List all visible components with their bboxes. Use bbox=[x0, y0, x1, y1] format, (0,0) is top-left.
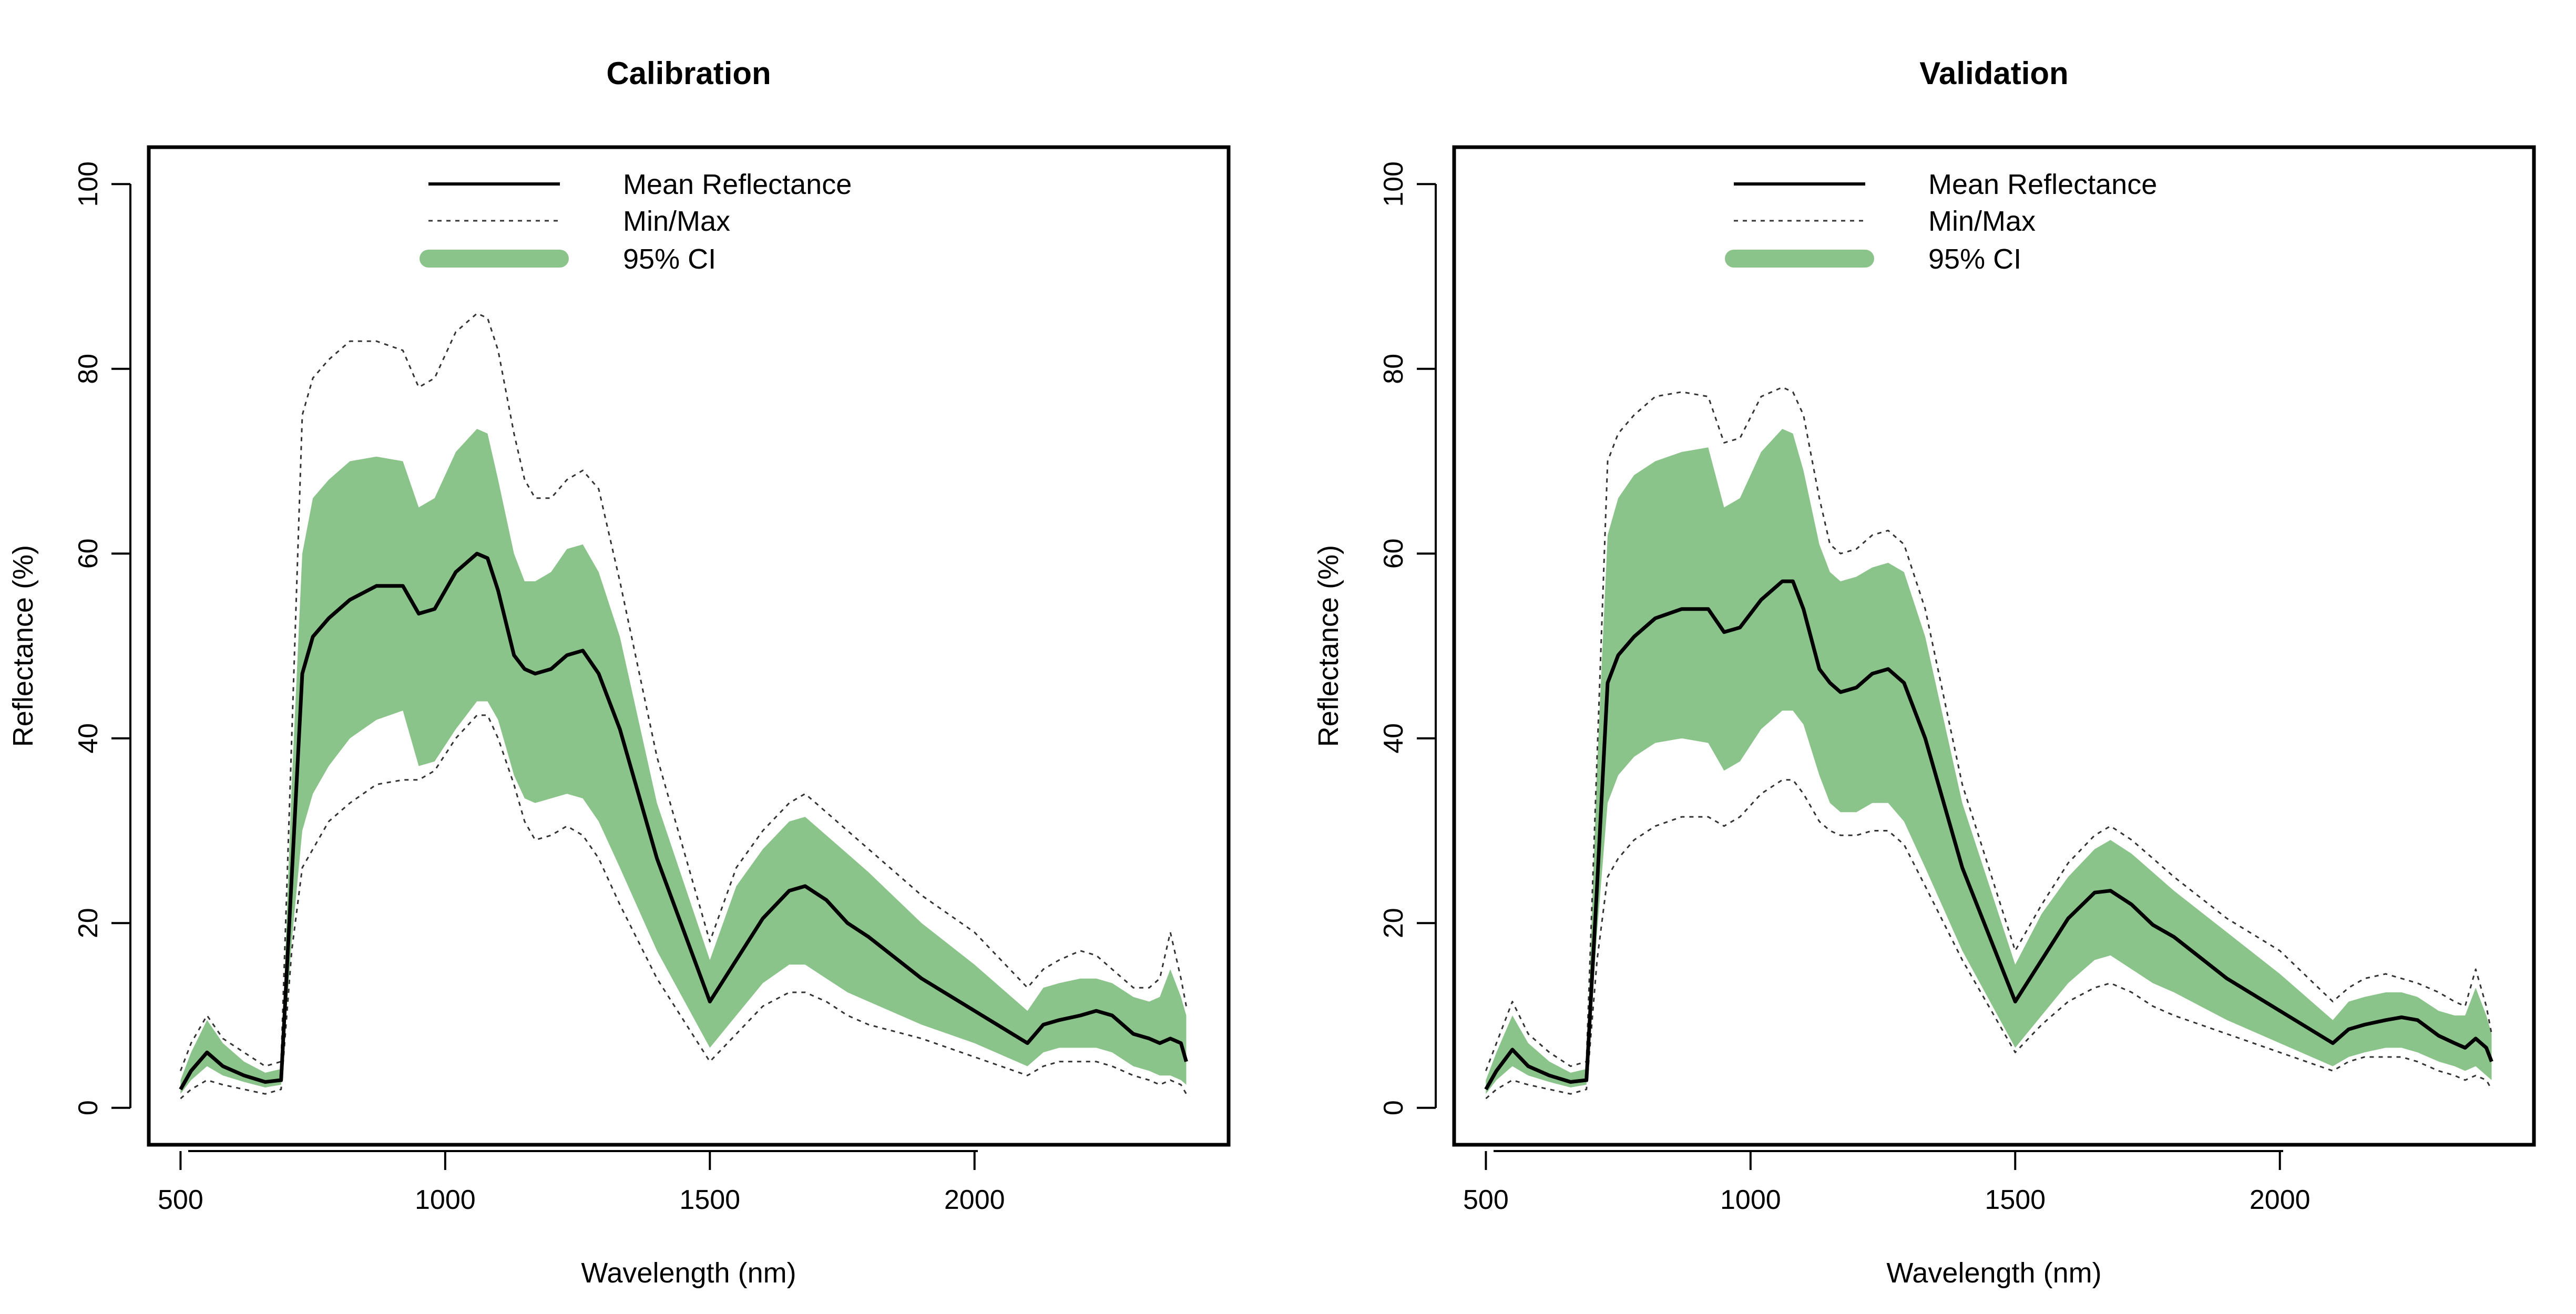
legend-label-mean: Mean Reflectance bbox=[1928, 169, 2157, 200]
y-ticks: 0 20 40 60 80 100 bbox=[1378, 161, 1436, 1115]
y-tick-label: 100 bbox=[1378, 161, 1409, 207]
legend: Mean Reflectance Min/Max 95% CI bbox=[420, 169, 852, 275]
y-tick-label: 40 bbox=[73, 723, 104, 754]
x-tick-label: 500 bbox=[158, 1185, 203, 1215]
mean-line bbox=[1484, 579, 2493, 1091]
y-tick-label: 80 bbox=[1378, 354, 1409, 384]
legend-label-mean: Mean Reflectance bbox=[623, 169, 852, 200]
legend-label-minmax: Min/Max bbox=[623, 206, 730, 237]
minmax-layer bbox=[1485, 386, 2492, 1100]
mean-line bbox=[179, 551, 1188, 1091]
chart-title: Validation bbox=[1919, 56, 2068, 91]
y-tick-label: 20 bbox=[73, 908, 104, 938]
ci-band-layer bbox=[1486, 429, 2492, 1094]
y-tick-label: 0 bbox=[73, 1100, 104, 1115]
legend-label-minmax: Min/Max bbox=[1928, 206, 2036, 237]
plot-frame bbox=[147, 145, 1231, 1147]
x-ticks: 500 1000 1500 2000 bbox=[1463, 1151, 2311, 1215]
y-tick-label: 20 bbox=[1378, 908, 1409, 938]
y-axis-title: Reflectance (%) bbox=[7, 545, 39, 747]
x-axis-title: Wavelength (nm) bbox=[1886, 1257, 2101, 1289]
y-tick-label: 60 bbox=[1378, 538, 1409, 569]
y-axis-title: Reflectance (%) bbox=[1313, 545, 1344, 747]
max-line bbox=[179, 312, 1187, 1071]
ci-band bbox=[1486, 429, 2492, 1094]
y-tick-label: 80 bbox=[73, 354, 104, 384]
y-tick-label: 40 bbox=[1378, 723, 1409, 754]
x-tick-label: 1500 bbox=[679, 1185, 740, 1215]
legend-label-ci: 95% CI bbox=[1928, 243, 2021, 275]
legend: Mean Reflectance Min/Max 95% CI bbox=[1725, 169, 2157, 275]
y-tick-label: 0 bbox=[1378, 1100, 1409, 1115]
y-tick-label: 60 bbox=[73, 538, 104, 569]
chart-calibration: Calibration 500 1000 1500 2000 0 20 40 60 80 100… bbox=[7, 56, 1231, 1289]
min-line bbox=[1485, 779, 2492, 1100]
x-tick-label: 2000 bbox=[2250, 1185, 2311, 1215]
x-ticks: 500 1000 1500 2000 bbox=[158, 1151, 1005, 1215]
mean-layer bbox=[1484, 579, 2493, 1091]
x-tick-label: 1000 bbox=[1720, 1185, 1781, 1215]
x-tick-label: 500 bbox=[1463, 1185, 1509, 1215]
x-tick-label: 1000 bbox=[415, 1185, 476, 1215]
chart-validation: Validation 500 1000 1500 2000 020406080100 … bbox=[1313, 56, 2536, 1289]
x-axis-title: Wavelength (nm) bbox=[581, 1257, 796, 1289]
max-line bbox=[1485, 386, 2492, 1071]
y-ticks: 0 20 40 60 80 100 bbox=[73, 161, 130, 1115]
chart-title: Calibration bbox=[606, 56, 771, 91]
x-tick-label: 1500 bbox=[1985, 1185, 2046, 1215]
legend-label-ci: 95% CI bbox=[623, 243, 716, 275]
mean-layer bbox=[179, 551, 1188, 1091]
ci-band bbox=[180, 429, 1187, 1094]
plot-frame bbox=[1452, 145, 2536, 1147]
y-tick-label: 100 bbox=[73, 161, 104, 207]
ci-band-layer bbox=[180, 429, 1187, 1094]
x-tick-label: 2000 bbox=[944, 1185, 1005, 1215]
minmax-layer bbox=[179, 312, 1187, 1100]
